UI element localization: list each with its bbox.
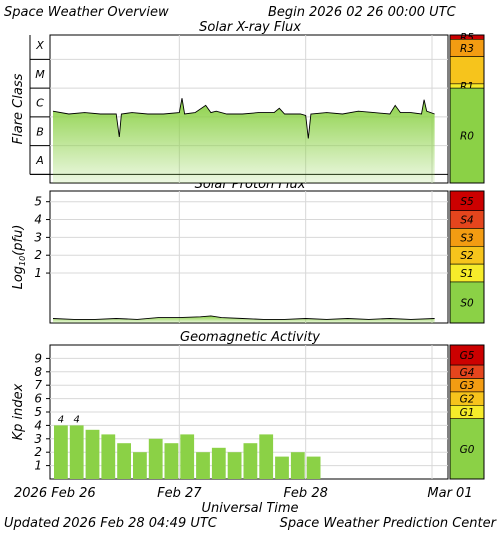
kp-bar [275,456,289,479]
xray-class-label: X [35,39,44,52]
time-axis-title: Universal Time [201,501,298,516]
proton-flux-line [52,315,435,320]
time-axis-tick-label: Mar 01 [427,486,472,501]
figure-title: Space Weather Overview [4,5,169,20]
xray-class-label: A [35,154,44,167]
xray-panel-title: Solar X-ray Flux [199,20,301,35]
kp-bar [117,443,131,479]
kp-data-label: 4 [74,414,80,425]
kp-scale-label: G5 [460,350,475,362]
kp-scale-label: G4 [460,367,475,379]
updated-label: Updated [4,516,60,531]
updated-value: 2026 Feb 28 04:49 UTC [63,516,218,531]
kp-scale-label: G1 [460,407,475,419]
proton-y-tick-label: 4 [34,213,42,227]
kp-scale-label: G3 [460,380,475,392]
kp-bar [306,456,321,479]
xray-class-label: M [35,68,45,81]
proton-scale-label: S0 [460,297,474,309]
proton-scale-label: S3 [460,232,473,244]
kp-bar [211,447,226,479]
begin-label: Begin [268,5,305,20]
kp-y-tick-label: 7 [34,378,42,392]
kp-bar [243,443,258,479]
proton-scale-label: S5 [460,196,474,208]
time-axis-tick-label: Feb 27 [157,486,202,501]
proton-y-tick-label: 5 [34,195,42,209]
time-axis-tick-label: Feb 28 [283,486,327,501]
kp-panel-title: Geomagnetic Activity [180,330,320,345]
xray-class-label: B [36,125,44,138]
kp-bar [290,452,305,479]
xray-scale-label: R3 [460,43,474,55]
proton-scale-label: S1 [460,268,473,280]
kp-scale-segment [449,418,485,480]
xray-y-axis-title: Flare Class [11,73,26,144]
proton-scale-label: S2 [460,250,474,262]
proton-y-tick-label: 2 [34,248,42,262]
kp-bar [227,452,242,479]
credit-text: Space Weather Prediction Center [280,516,498,531]
kp-scale-label: G2 [460,394,475,406]
proton-scale-frame [449,190,485,324]
kp-y-tick-label: 2 [34,445,42,459]
kp-y-tick-label: 1 [34,459,42,473]
kp-data-label: 4 [58,414,64,425]
proton-y-tick-label: 3 [34,230,42,244]
kp-bar [101,434,116,479]
kp-bar [180,434,195,479]
xray-flux-area [53,98,435,183]
kp-bar [54,425,68,479]
kp-y-tick-label: 8 [34,365,42,379]
proton-y-tick-label: 1 [34,266,42,280]
kp-bar [259,434,274,479]
kp-y-tick-label: 4 [34,418,42,432]
kp-y-tick-label: 9 [34,351,42,365]
kp-y-tick-label: 6 [34,392,42,406]
xray-scale-frame [449,34,485,184]
kp-y-tick-label: 5 [34,405,42,419]
kp-bar [164,443,179,479]
proton-scale-label: S4 [460,215,473,227]
kp-bar [148,438,163,479]
kp-bar [133,452,147,479]
kp-bar [69,425,84,479]
proton-scale-segment [449,281,485,324]
begin-value: 2026 02 26 00:00 UTC [309,5,457,20]
proton-flux-area [53,315,435,323]
kp-bar [85,429,100,479]
kp-scale-label: G0 [460,444,475,456]
kp-y-tick-label: 3 [34,432,42,446]
xray-flux-line [52,98,435,139]
kp-bar [196,452,210,479]
xray-class-label: C [36,97,44,110]
xray-scale-segment [449,56,485,85]
xray-scale-label: R0 [460,131,474,143]
proton-plot-frame [49,190,449,324]
time-axis-tick-label: 2026 Feb 26 [14,486,96,501]
kp-y-axis-title: Kp index [11,383,26,440]
kp-scale-frame [449,344,485,480]
proton-y-axis-title: Log10(pfu) [11,225,27,290]
